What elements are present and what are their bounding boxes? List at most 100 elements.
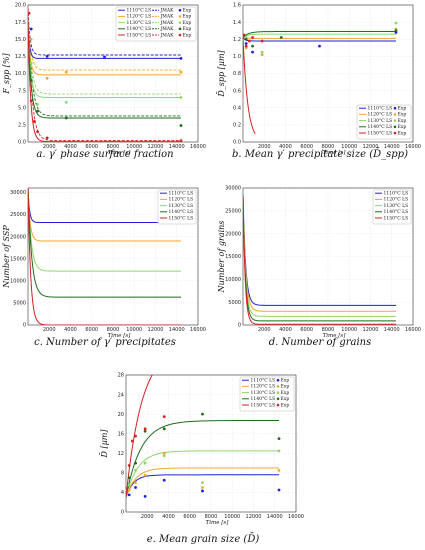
y-tick-label: 25000	[225, 209, 241, 215]
y-tick-label: 10000	[10, 279, 26, 285]
plot-area	[126, 375, 281, 498]
exp-point	[134, 434, 137, 438]
chart-b: 0.0 0.2 0.4 0.6 0.8 1.0 1.2 1.4 1.6 2000 4000 6000 8…	[217, 3, 421, 160]
y-tick-label: 7.5	[18, 88, 26, 94]
legend-marker	[393, 131, 397, 135]
y-tick-label: 0.6	[233, 88, 241, 94]
x-tick-label: 4000	[162, 514, 175, 520]
exp-point	[243, 33, 246, 37]
series-line	[126, 450, 279, 498]
series-line	[243, 31, 396, 38]
exp-point	[247, 39, 251, 43]
x-axis-label: Time [s]	[323, 333, 347, 339]
exp-point	[45, 136, 49, 140]
legend-label: 1150°C LS	[169, 215, 194, 221]
legend-label: 1120°C LS	[127, 14, 152, 20]
exp-point	[29, 37, 33, 41]
y-axis-label: D̄_spp [μm]	[217, 49, 226, 97]
x-tick-label: 10000	[341, 144, 357, 150]
legend: 1110°C LS Exp 1120°C LS Exp 1130°C LS Exp 1140…	[239, 376, 295, 412]
x-tick-label: 12000	[363, 144, 379, 150]
series-line	[243, 37, 256, 135]
legend-label: Exp	[281, 384, 290, 390]
series-line	[126, 420, 279, 498]
legend-label: 1140°C LS	[384, 209, 409, 215]
exp-point	[134, 486, 137, 489]
exp-point	[143, 494, 147, 498]
y-tick-label: 1.2	[233, 37, 241, 43]
exp-point	[130, 439, 134, 443]
legend-label: JMAK	[160, 14, 175, 20]
exp-point	[251, 44, 254, 48]
x-tick-label: 2000	[141, 514, 154, 520]
legend-marker	[276, 378, 280, 382]
exp-point	[244, 42, 248, 45]
legend-label: 1140°C LS	[127, 26, 152, 32]
legend-label: Exp	[183, 26, 192, 32]
exp-point	[162, 478, 166, 482]
legend-marker	[178, 21, 182, 24]
y-tick-label: 0	[121, 510, 124, 516]
exp-point	[45, 76, 49, 80]
legend-label: Exp	[398, 124, 407, 130]
legend-label: Exp	[183, 14, 192, 20]
legend-label: 1110°C LS	[251, 378, 276, 384]
legend-label: 1130°C LS	[384, 203, 409, 209]
x-tick-label: 2000	[258, 327, 271, 333]
exp-point	[244, 44, 248, 48]
legend-label: 1150°C LS	[384, 215, 409, 221]
exp-point	[277, 449, 281, 453]
x-tick-label: 8000	[107, 144, 120, 150]
legend-label: Exp	[281, 390, 290, 396]
series-line	[28, 22, 181, 142]
y-tick-label: 0.0	[233, 140, 241, 146]
y-tick-label: 0.4	[233, 105, 241, 111]
y-tick-label: 16	[118, 431, 124, 437]
legend: 1110°C LS JMAK Exp 1120°C LS JMAK Exp 1130°C L…	[115, 6, 197, 42]
x-tick-label: 2000	[43, 327, 56, 333]
legend-label: 1150°C LS	[127, 32, 152, 38]
exp-point	[162, 451, 166, 455]
jmak-line	[28, 8, 181, 117]
exp-point	[29, 78, 33, 82]
exp-point	[127, 464, 131, 467]
plot-area	[28, 188, 181, 325]
chart-e: 0 4 8 12 16 20 24 28 2000 4000 6000 8000 10000 12000 1…	[100, 373, 304, 545]
exp-point	[36, 130, 39, 134]
x-tick-label: 14000	[169, 327, 185, 333]
legend-label: 1130°C LS	[127, 20, 152, 26]
y-tick-label: 20000	[225, 231, 241, 237]
y-tick-label: 4	[121, 490, 124, 496]
exp-point	[143, 473, 147, 477]
exp-point	[162, 415, 166, 418]
chart-caption: a. γ′ phase surface fraction	[36, 149, 173, 160]
x-tick-label: 10000	[341, 327, 357, 333]
legend-box	[115, 6, 197, 42]
legend-marker	[178, 33, 182, 37]
series-line	[28, 188, 181, 242]
y-tick-label: 30000	[10, 190, 26, 196]
x-axis-label: Time [s]	[108, 333, 132, 339]
y-tick-label: 28	[118, 373, 124, 379]
exp-point	[45, 54, 49, 58]
y-tick-label: 15000	[225, 254, 241, 260]
legend: 1110°C LS Exp 1120°C LS Exp 1130°C LS Exp 1140…	[356, 104, 412, 140]
jmak-line	[28, 8, 181, 56]
legend-label: Exp	[398, 118, 407, 124]
x-tick-label: 12000	[148, 327, 164, 333]
exp-point	[127, 476, 131, 480]
x-tick-label: 2000	[258, 144, 271, 150]
legend-box	[239, 376, 295, 412]
x-axis-label: Time [s]	[323, 150, 347, 156]
chart-caption: b. Mean γ′ precipitate size (D̄_spp)	[232, 148, 408, 160]
exp-point	[127, 493, 131, 497]
exp-point	[260, 50, 264, 54]
y-tick-label: 15000	[10, 256, 26, 262]
y-tick-label: 12.5	[15, 54, 26, 60]
exp-point	[201, 412, 204, 416]
legend-marker	[178, 15, 182, 18]
y-tick-label: 1.0	[233, 54, 241, 60]
legend-marker	[276, 403, 280, 407]
legend-label: 1150°C LS	[251, 402, 276, 408]
